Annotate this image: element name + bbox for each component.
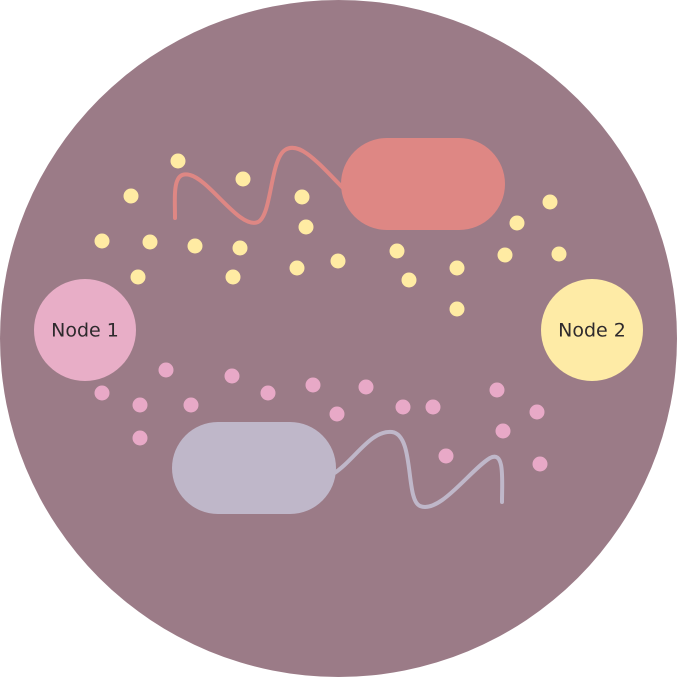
molecule-dot — [529, 404, 545, 420]
molecule-dot — [389, 243, 405, 259]
node-1[interactable]: Node 1 — [34, 279, 136, 381]
molecule-dot — [449, 301, 465, 317]
molecule-dot — [132, 397, 148, 413]
molecule-dot — [123, 188, 139, 204]
molecule-dot — [170, 153, 186, 169]
molecule-dot — [449, 260, 465, 276]
molecule-dot — [551, 246, 567, 262]
molecule-dot — [395, 399, 411, 415]
bacterium-top-flagellum — [172, 145, 347, 225]
molecule-dot — [158, 362, 174, 378]
molecule-dot — [329, 406, 345, 422]
molecule-dot — [289, 260, 305, 276]
molecule-dot — [225, 269, 241, 285]
molecule-dot — [235, 171, 251, 187]
node-2-circle — [541, 279, 643, 381]
molecule-dot — [542, 194, 558, 210]
molecule-dot — [232, 240, 248, 256]
molecule-dot — [425, 399, 441, 415]
bacterium-bottom — [172, 422, 505, 514]
node-1-circle — [34, 279, 136, 381]
molecule-dot — [183, 397, 199, 413]
molecule-dot — [294, 189, 310, 205]
node-2-label: Node 2 — [558, 320, 626, 342]
node-2[interactable]: Node 2 — [541, 279, 643, 381]
bacterium-top — [172, 138, 505, 230]
molecule-dot — [94, 233, 110, 249]
yellow-molecules — [94, 153, 567, 317]
molecule-dot — [495, 423, 511, 439]
pink-molecules — [94, 362, 548, 472]
molecule-dot — [298, 219, 314, 235]
molecule-dot — [401, 272, 417, 288]
molecule-dot — [438, 448, 454, 464]
molecule-dot — [532, 456, 548, 472]
bacterium-top-body — [341, 138, 505, 230]
molecule-dot — [497, 247, 513, 263]
node-1-label: Node 1 — [51, 320, 119, 342]
molecule-dot — [94, 385, 110, 401]
molecule-dot — [142, 234, 158, 250]
molecule-dot — [489, 382, 505, 398]
bacterium-bottom-body — [172, 422, 336, 514]
molecule-dot — [330, 253, 346, 269]
molecule-dot — [132, 430, 148, 446]
bacterium-bottom-flagellum — [331, 429, 505, 509]
molecule-dot — [130, 269, 146, 285]
molecule-dot — [305, 377, 321, 393]
molecule-dot — [224, 368, 240, 384]
molecule-dot — [260, 385, 276, 401]
molecule-dot — [358, 379, 374, 395]
molecule-dot — [509, 215, 525, 231]
molecule-dot — [187, 238, 203, 254]
